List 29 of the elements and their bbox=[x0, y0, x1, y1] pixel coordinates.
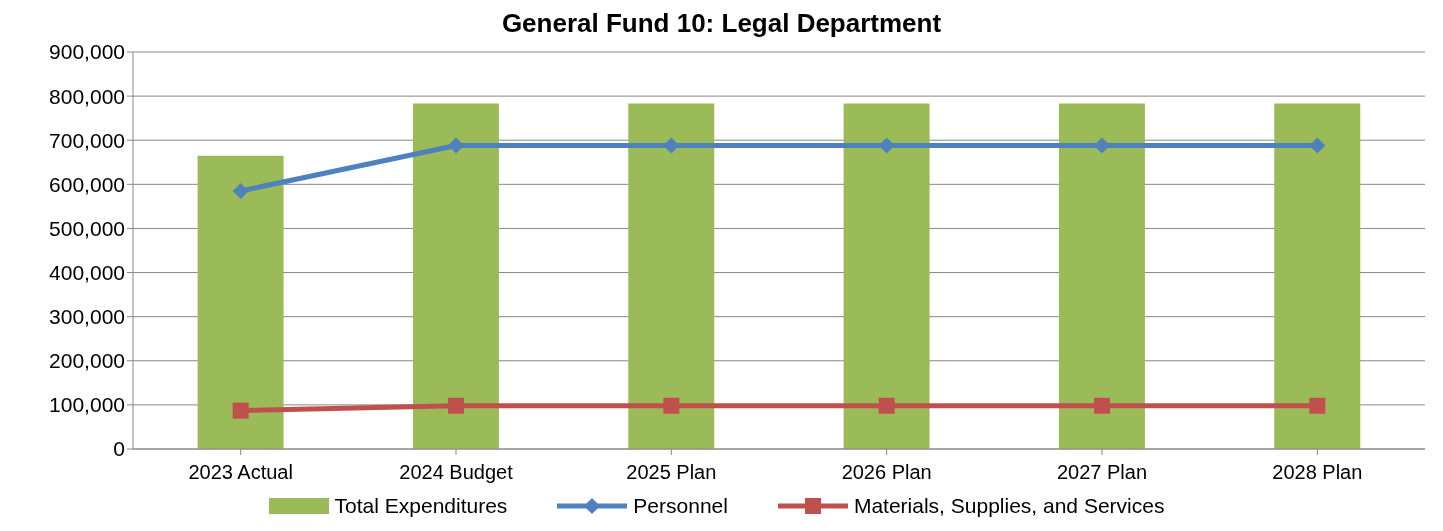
y-tick-label: 0 bbox=[113, 437, 125, 461]
point bbox=[1094, 397, 1110, 414]
legend-label: Materials, Supplies, and Services bbox=[853, 494, 1165, 518]
point bbox=[232, 402, 249, 419]
x-tick-label: 2028 Plan bbox=[1272, 461, 1363, 484]
point bbox=[448, 397, 464, 414]
x-tick-label: 2024 Budget bbox=[399, 461, 514, 484]
point bbox=[878, 397, 895, 414]
x-tick-label: 2027 Plan bbox=[1056, 461, 1148, 484]
y-tick-label: 400,000 bbox=[49, 261, 125, 285]
point bbox=[663, 397, 680, 414]
x-tick-label: 2025 Plan bbox=[626, 461, 717, 484]
y-tick-label: 900,000 bbox=[49, 40, 125, 64]
point bbox=[1309, 397, 1326, 414]
chart-title: General Fund 10: Legal Department bbox=[500, 8, 943, 40]
y-tick-label: 300,000 bbox=[49, 305, 125, 329]
y-tick-label: 800,000 bbox=[49, 84, 125, 108]
x-tick-label: 2026 Plan bbox=[841, 461, 932, 484]
x-tick-label: 2023 Actual bbox=[188, 461, 293, 484]
point bbox=[448, 137, 464, 154]
y-tick-label: 100,000 bbox=[49, 393, 125, 417]
point bbox=[1094, 137, 1110, 154]
point bbox=[232, 182, 249, 199]
y-tick-label: 500,000 bbox=[49, 216, 125, 240]
y-tick-label: 600,000 bbox=[49, 172, 125, 196]
legend-label: Total Expenditures bbox=[334, 494, 508, 518]
y-tick-label: 700,000 bbox=[49, 128, 125, 152]
y-tick-label: 200,000 bbox=[49, 349, 125, 373]
legend-label: Personnel bbox=[633, 494, 728, 518]
